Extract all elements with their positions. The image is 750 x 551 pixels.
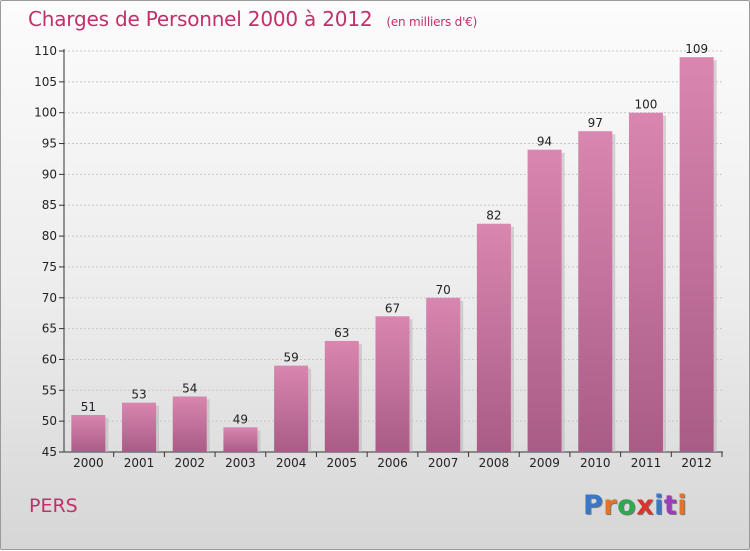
bar-value-label: 97 — [588, 116, 603, 130]
bar — [426, 297, 461, 452]
logo-letter: x — [636, 490, 655, 521]
bar-value-label: 63 — [334, 326, 349, 340]
y-tick-label: 50 — [42, 414, 57, 428]
bar — [274, 365, 309, 452]
bar-value-label: 82 — [486, 209, 501, 223]
x-tick-label: 2002 — [174, 456, 205, 470]
bar — [122, 402, 157, 452]
bar-value-label: 94 — [537, 135, 552, 149]
bar-value-label: 100 — [635, 98, 658, 112]
chart-title-text: Charges de Personnel 2000 à 2012 — [28, 7, 373, 31]
bar — [578, 131, 613, 452]
x-tick-label: 2011 — [631, 456, 662, 470]
x-tick-label: 2004 — [276, 456, 307, 470]
chart-subtitle: (en milliers d'€) — [386, 15, 478, 29]
x-tick-label: 2007 — [428, 456, 459, 470]
x-tick-label: 2010 — [580, 456, 611, 470]
y-tick-label: 80 — [42, 229, 57, 243]
bar-value-label: 54 — [182, 381, 197, 395]
bar — [527, 149, 562, 452]
y-tick-label: 45 — [42, 445, 57, 459]
y-tick-label: 70 — [42, 291, 57, 305]
bar — [223, 427, 258, 452]
bar-value-label: 109 — [685, 42, 708, 56]
bar — [476, 223, 511, 452]
x-tick-label: 2006 — [377, 456, 408, 470]
bar — [375, 316, 410, 452]
y-tick-label: 110 — [34, 44, 57, 58]
y-tick-label: 95 — [42, 137, 57, 151]
y-tick-label: 55 — [42, 383, 57, 397]
x-tick-label: 2008 — [479, 456, 510, 470]
y-tick-label: 105 — [34, 75, 57, 89]
x-tick-label: 2000 — [73, 456, 104, 470]
bar-value-label: 70 — [436, 283, 451, 297]
y-tick-label: 90 — [42, 167, 57, 181]
chart-title: Charges de Personnel 2000 à 2012 (en mill… — [28, 7, 477, 31]
logo-letter: i — [677, 490, 688, 521]
logo-letter: r — [603, 490, 618, 521]
bar-value-label: 53 — [131, 388, 146, 402]
y-tick-label: 100 — [34, 106, 57, 120]
x-tick-label: 2005 — [327, 456, 358, 470]
x-tick-label: 2001 — [124, 456, 155, 470]
logo-letter: P — [583, 490, 604, 521]
bar — [679, 57, 714, 453]
logo-letter: o — [617, 490, 637, 521]
logo-letter: i — [654, 490, 664, 521]
x-tick-label: 2012 — [681, 456, 712, 470]
y-tick-label: 65 — [42, 322, 57, 336]
logo-letter: t — [663, 490, 678, 521]
bar — [71, 414, 106, 452]
bar — [172, 396, 207, 452]
bar — [324, 340, 359, 452]
bar — [628, 112, 663, 452]
y-tick-label: 60 — [42, 352, 57, 366]
bar-value-label: 51 — [81, 400, 96, 414]
x-tick-label: 2003 — [225, 456, 256, 470]
y-tick-label: 85 — [42, 198, 57, 212]
proxiti-logo: Proxiti — [583, 490, 687, 521]
y-tick-label: 75 — [42, 260, 57, 274]
x-tick-label: 2009 — [529, 456, 560, 470]
bar-value-label: 67 — [385, 301, 400, 315]
commune-name: PERS — [29, 495, 78, 517]
bar-value-label: 49 — [233, 412, 248, 426]
bar-value-label: 59 — [283, 351, 298, 365]
